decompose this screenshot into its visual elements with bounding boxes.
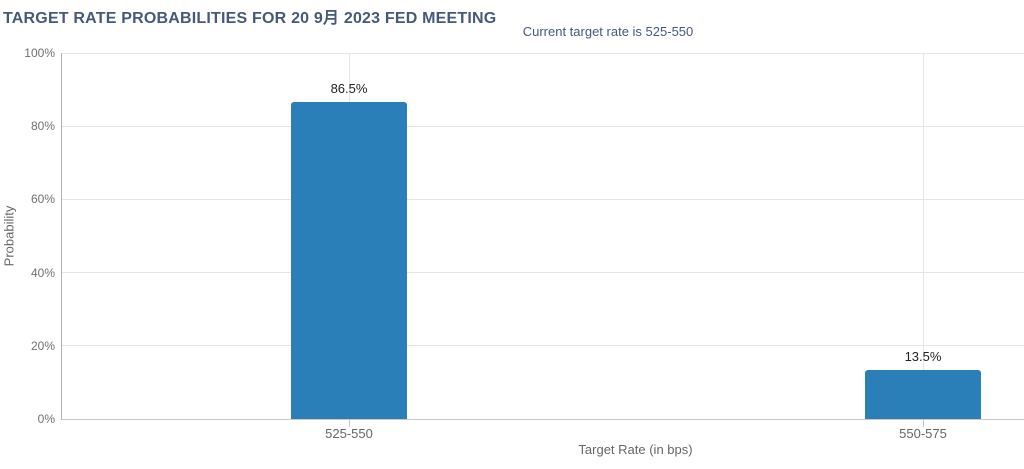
y-gridline <box>62 198 1024 200</box>
y-tick-label: 20% <box>30 338 55 353</box>
y-tick-label: 40% <box>30 265 55 280</box>
chart-title: TARGET RATE PROBABILITIES FOR 20 9月 2023… <box>3 10 497 27</box>
y-tick-label: 100% <box>24 46 55 60</box>
y-gridline <box>62 125 1024 127</box>
x-tick-label: 525-550 <box>325 426 373 441</box>
x-tick-mark <box>349 420 350 427</box>
bar-value-label: 13.5% <box>904 348 942 364</box>
chart-subtitle: Current target rate is 525-550 <box>522 24 694 39</box>
y-gridline <box>62 52 1024 54</box>
y-axis-title: Probability <box>1 205 17 267</box>
x-tick-mark <box>923 420 924 427</box>
y-gridline <box>62 272 1024 274</box>
bar-550-575[interactable] <box>865 369 981 419</box>
x-axis-title: Target Rate (in bps) <box>578 442 693 457</box>
x-gridline <box>923 53 924 419</box>
bar-525-550[interactable] <box>291 102 407 419</box>
y-tick-label: 60% <box>30 192 55 207</box>
y-tick-label: 80% <box>30 119 55 134</box>
plot-area <box>61 53 1024 420</box>
bar-value-label: 86.5% <box>330 81 368 97</box>
y-gridline <box>62 345 1024 347</box>
y-tick-label: 0% <box>37 412 55 426</box>
x-tick-label: 550-575 <box>899 426 947 441</box>
